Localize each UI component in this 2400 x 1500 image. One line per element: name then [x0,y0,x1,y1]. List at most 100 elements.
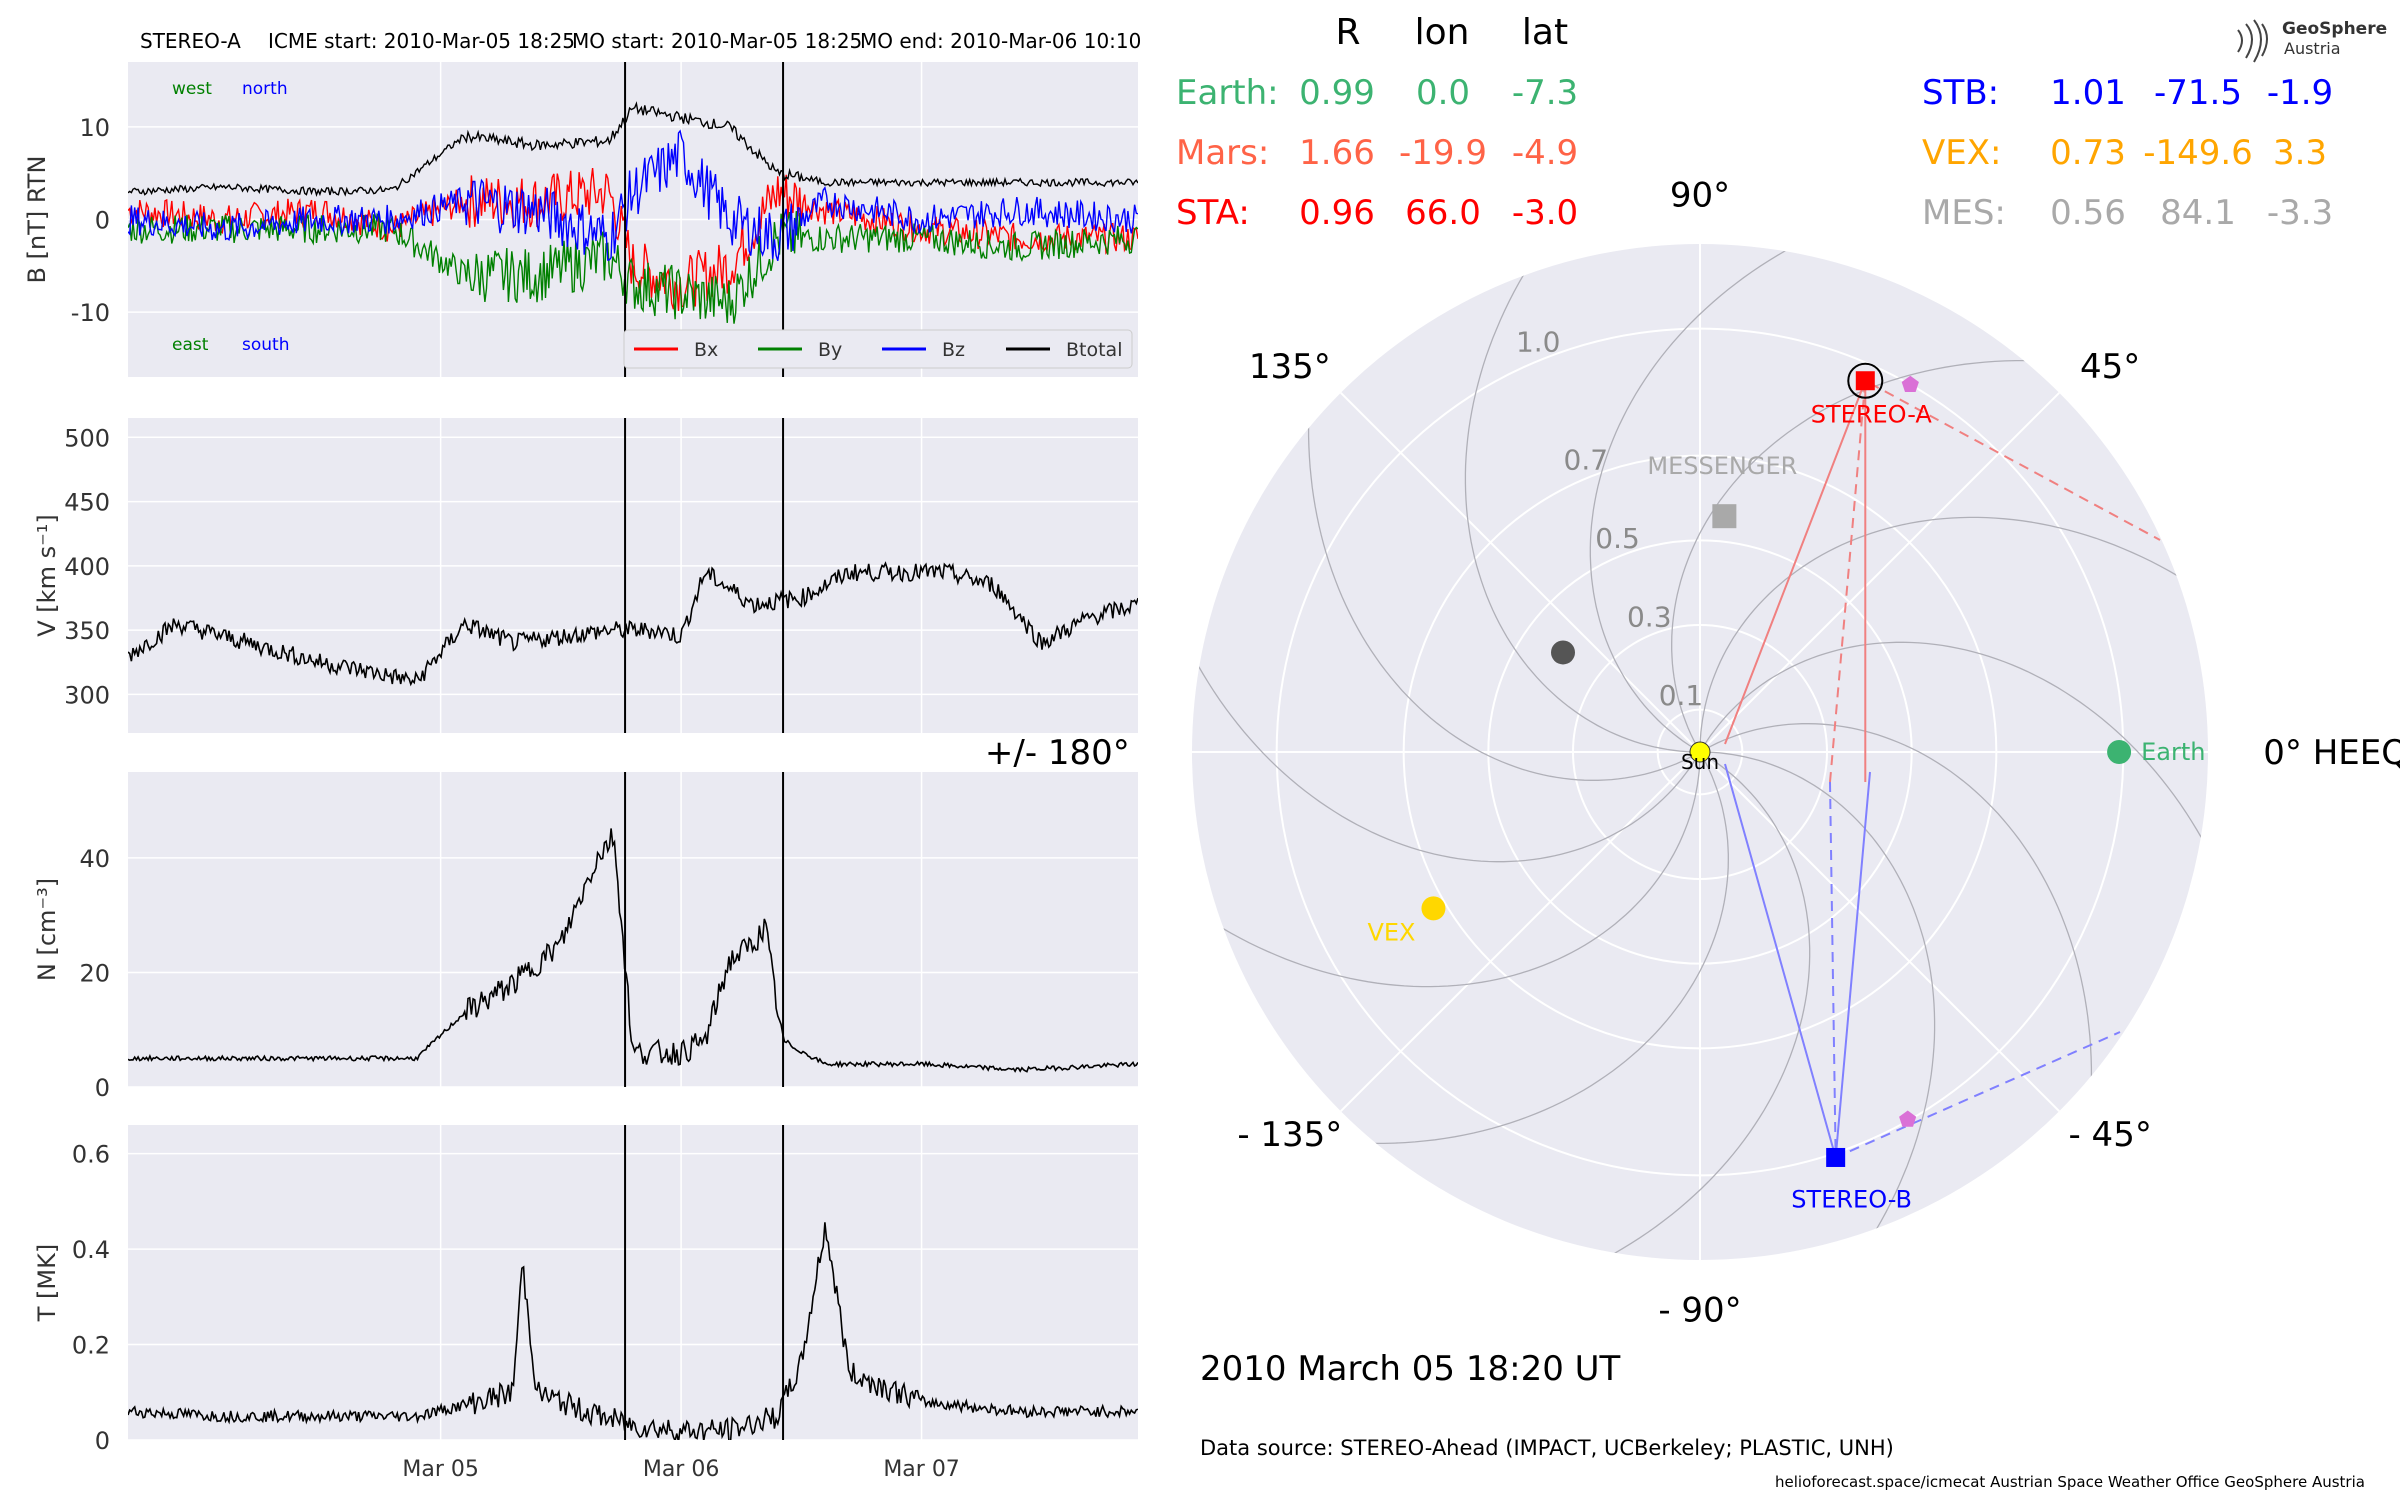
left-row-value: 66.0 [1405,193,1481,233]
logo-swirl-icon [2237,19,2268,63]
angular-gridline [1699,751,2060,1112]
left-row-name: STA: [1176,193,1250,233]
messenger-label: MESSENGER [1647,452,1797,480]
y-tick-label: 300 [64,681,110,709]
parker-spiral-line [1699,641,2208,867]
icme-start-label: ICME start: 2010-Mar-05 18:25 [268,29,575,53]
parker-spirals [1192,244,2208,1260]
earth-label: Earth [2141,738,2205,766]
angle-label: +/- 180° [985,733,1130,773]
angular-gridline [1340,751,1701,1112]
right-row-name: VEX: [1922,133,2002,173]
right-row-value: 84.1 [2160,193,2236,233]
right-row-value: -71.5 [2154,73,2242,113]
y-tick-label: 450 [64,489,110,517]
angular-gridline [1340,392,1701,753]
panel-speed: 300 350 400 450 500 V [km s⁻¹] [33,418,1138,733]
vex-marker [1421,896,1446,921]
radial-tick-label: 1.0 [1516,326,1561,359]
x-tick-label: Mar 06 [643,1457,720,1482]
parker-spiral-line [1671,359,2058,753]
y-tick-label: 0.4 [72,1236,110,1264]
radial-tick-label: 0.1 [1659,679,1704,712]
left-row-name: Mars: [1176,133,1269,173]
y-tick-label: 0 [95,1074,110,1102]
y-axis-label: B [nT] RTN [23,156,51,284]
y-axis-label: T [MK] [33,1244,61,1322]
legend-box [623,329,1133,369]
annotation-south: south [242,335,289,355]
legend-label-By: By [818,339,842,361]
legend-label-Bz: Bz [942,339,965,361]
y-tick-label: 350 [64,617,110,645]
y-tick-label: 20 [79,959,110,987]
angular-gridline [1699,392,2060,753]
stb-marker-pentagon [1899,1110,1917,1127]
y-axis-label: N [cm⁻³] [33,878,61,981]
angle-label: - 135° [1237,1115,1342,1155]
y-tick-label: 0.2 [72,1332,110,1360]
parker-spiral-line [1342,751,1729,1145]
angle-label: 90° [1670,175,1730,215]
left-row-value: -4.9 [1512,133,1578,173]
series-line-V [128,561,1138,687]
annotation-north: north [242,79,288,99]
left-row-value: -7.3 [1512,73,1578,113]
angle-label: - 90° [1658,1291,1741,1331]
parker-spiral-line [1585,751,1811,1260]
messenger-marker [1712,504,1737,529]
right-row-value: 0.56 [2050,193,2126,233]
legend-label-Btotal: Btotal [1066,339,1122,361]
left-row-value: 0.0 [1416,73,1470,113]
right-row-value: -3.3 [2267,193,2333,233]
left-row-value: -3.0 [1512,193,1578,233]
mo-start-label: MO start: 2010-Mar-05 18:25 [572,29,862,53]
polar-plot: 0.1 0.3 0.5 0.7 1.0 90° 45° 0° HEEQ - 45° - 90° - … [985,175,2400,1330]
left-row-name: Earth: [1176,73,1279,113]
right-row-value: 1.01 [2050,73,2126,113]
panel-background [128,772,1138,1087]
parker-spiral-line [1464,246,1701,753]
parker-spiral-line [1194,751,1701,988]
timeseries-panels: -10 0 10 B [nT] RTN west north east south Bx By Bz… [23,62,1138,1482]
y-axis-label: V [km s⁻¹] [33,514,61,636]
y-tick-label: 0 [95,1427,110,1455]
x-tick-label: Mar 05 [402,1457,479,1482]
left-row-value: 0.96 [1299,193,1375,233]
table-header-lon: lon [1415,12,1470,53]
right-row-name: MES: [1922,193,2006,233]
series-line-Btotal [128,101,1138,197]
logo-line1: GeoSphere [2282,19,2387,39]
right-row-value: 3.3 [2273,133,2327,173]
annotation-east: east [172,335,209,355]
table-header-R: R [1335,12,1360,53]
spacecraft-title: STEREO-A [140,29,241,53]
y-tick-label: -10 [71,299,110,327]
series-line-T [128,1222,1138,1440]
angle-label: 45° [2080,347,2140,387]
sun-marker [1689,741,1711,763]
radial-tick-label: 0.3 [1627,600,1672,633]
y-tick-label: 500 [64,424,110,452]
panel-background [128,1125,1138,1440]
series-line-N [128,828,1138,1073]
logo-line2: Austria [2284,39,2341,58]
panel-magnetic-field: -10 0 10 B [nT] RTN west north east south Bx By Bz… [23,62,1138,377]
right-row-name: STB: [1922,73,1999,113]
left-row-value: 1.66 [1299,133,1375,173]
mo-end-label: MO end: 2010-Mar-06 10:10 [860,29,1141,53]
parker-spiral-line [1699,751,1936,1258]
series-line-Bz [128,129,1138,262]
vex-label: VEX [1367,918,1415,946]
legend: Bx By Bz Btotal [623,329,1133,369]
parker-spiral-line [1699,723,2093,1110]
credits: helioforecast.space/icmecat Austrian Spa… [1775,1473,2365,1491]
left-row-value: 0.99 [1299,73,1375,113]
x-tick-label: Mar 07 [883,1457,960,1482]
angle-label: - 45° [2068,1115,2151,1155]
parker-spiral-line [1589,244,1815,753]
stereo-a-label: STEREO-A [1811,401,1933,429]
right-row-value: -1.9 [2267,73,2333,113]
